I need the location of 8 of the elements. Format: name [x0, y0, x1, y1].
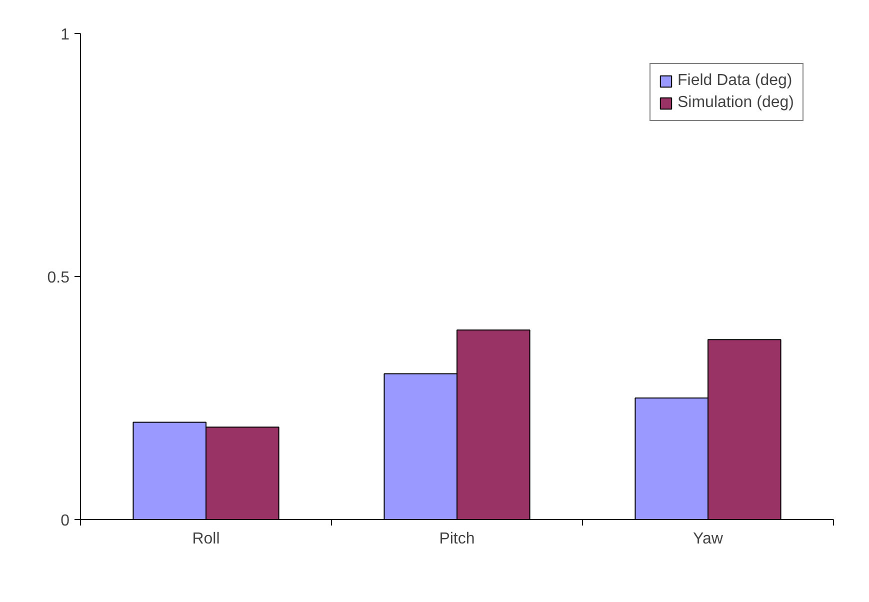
- y-tick-label: 0.5: [47, 270, 70, 286]
- y-tick-label: 1: [60, 26, 70, 44]
- x-tick-label: Pitch: [439, 530, 475, 548]
- x-tick-label: Yaw: [693, 530, 724, 548]
- x-tick-label: Roll: [192, 530, 220, 548]
- legend-label: Simulation (deg): [678, 94, 794, 112]
- legend-label: Field Data (deg): [678, 72, 792, 90]
- y-tick-label: 0: [60, 512, 70, 530]
